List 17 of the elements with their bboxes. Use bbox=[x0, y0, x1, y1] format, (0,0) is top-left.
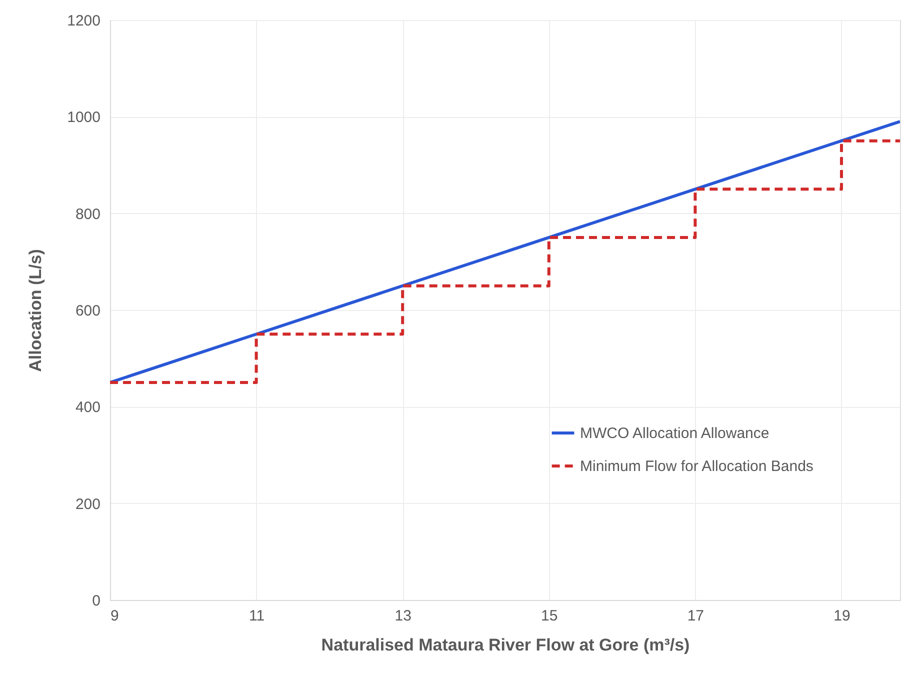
y-tick-label: 1000 bbox=[67, 109, 100, 126]
legend-label: MWCO Allocation Allowance bbox=[580, 425, 770, 442]
x-tick-label: 13 bbox=[394, 608, 412, 624]
x-axis-title: Naturalised Mataura River Flow at Gore (m³/s) bbox=[321, 636, 690, 654]
x-tick-label: 19 bbox=[834, 608, 850, 624]
x-tick-label: 15 bbox=[541, 608, 558, 624]
y-tick-label: 200 bbox=[75, 496, 100, 513]
y-tick-label: 800 bbox=[75, 206, 100, 223]
legend-label: Minimum Flow for Allocation Bands bbox=[580, 458, 814, 475]
y-tick-label: 400 bbox=[75, 399, 100, 416]
x-tick-label: 17 bbox=[687, 608, 704, 624]
x-tick-label: 9 bbox=[110, 608, 119, 624]
y-tick-label: 600 bbox=[75, 302, 100, 320]
y-tick-label: 1200 bbox=[67, 12, 100, 30]
y-axis-title: Allocation (L/s) bbox=[26, 249, 46, 372]
x-tick-label: 11 bbox=[249, 608, 265, 624]
y-tick-label: 0 bbox=[92, 592, 100, 610]
